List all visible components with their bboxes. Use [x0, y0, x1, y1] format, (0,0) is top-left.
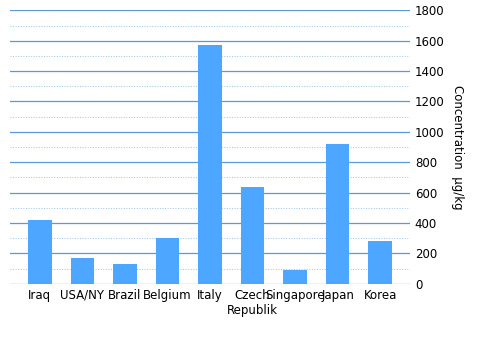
Bar [326, 144, 349, 284]
Bar [198, 45, 222, 284]
Bar [70, 258, 94, 284]
Y-axis label: Concentration  µg/kg: Concentration µg/kg [451, 85, 464, 209]
Bar [156, 238, 179, 284]
Bar [241, 186, 264, 284]
Bar [28, 220, 52, 284]
Bar [284, 270, 307, 284]
Bar [113, 264, 136, 284]
Bar [368, 241, 392, 284]
